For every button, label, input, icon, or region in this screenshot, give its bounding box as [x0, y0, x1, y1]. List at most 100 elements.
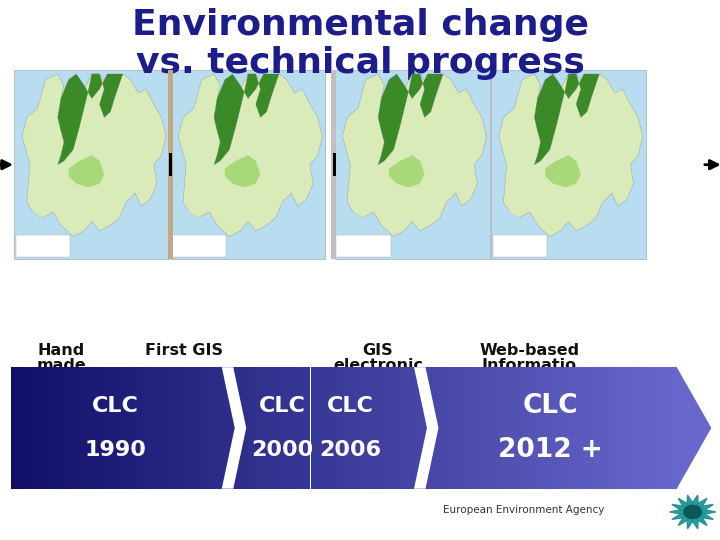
Text: 2012 +: 2012 +	[498, 437, 603, 463]
Bar	[537, 367, 540, 489]
Text: 1990: 1990	[84, 440, 146, 460]
Bar	[407, 367, 410, 489]
Bar	[387, 367, 390, 489]
Text: Web-based
Informatio
n systems: Web-based Informatio n systems	[479, 343, 580, 389]
Bar	[191, 367, 194, 489]
Polygon shape	[545, 156, 581, 187]
Bar	[517, 367, 521, 489]
Bar	[27, 367, 31, 489]
Bar	[244, 367, 247, 489]
Bar	[370, 367, 374, 489]
Polygon shape	[343, 74, 487, 237]
Bar	[640, 367, 644, 489]
Bar	[336, 234, 390, 258]
Polygon shape	[693, 495, 698, 512]
Bar	[491, 70, 646, 259]
Bar	[460, 367, 464, 489]
Polygon shape	[22, 74, 166, 237]
Polygon shape	[693, 512, 698, 529]
Polygon shape	[672, 512, 693, 519]
Bar	[630, 367, 634, 489]
Bar	[335, 70, 490, 259]
Bar	[660, 367, 663, 489]
Bar	[217, 367, 220, 489]
Bar	[374, 367, 377, 489]
Bar	[547, 367, 550, 489]
Text: Environmental change
vs. technical progress: Environmental change vs. technical progr…	[132, 8, 588, 80]
Polygon shape	[499, 74, 643, 237]
Bar	[290, 367, 294, 489]
Bar	[220, 367, 224, 489]
Bar	[60, 367, 64, 489]
Bar	[560, 367, 564, 489]
Bar	[240, 367, 244, 489]
Bar	[500, 367, 504, 489]
Bar	[580, 367, 583, 489]
Bar	[74, 367, 78, 489]
Bar	[16, 234, 70, 258]
Bar	[68, 367, 71, 489]
Bar	[364, 367, 367, 489]
Bar	[354, 367, 357, 489]
Bar	[14, 367, 17, 489]
Bar	[400, 367, 404, 489]
Bar	[474, 367, 477, 489]
Polygon shape	[693, 498, 707, 512]
Polygon shape	[179, 74, 323, 237]
Bar	[504, 367, 507, 489]
Bar	[284, 367, 287, 489]
Bar	[324, 367, 327, 489]
Bar	[320, 367, 324, 489]
Bar	[297, 367, 300, 489]
Bar	[617, 367, 620, 489]
Polygon shape	[222, 367, 246, 489]
Bar	[377, 367, 380, 489]
Bar	[423, 367, 427, 489]
Bar	[91, 367, 94, 489]
Bar	[490, 367, 494, 489]
Bar	[477, 367, 480, 489]
Polygon shape	[687, 512, 693, 529]
Bar	[597, 367, 600, 489]
Bar	[140, 367, 144, 489]
Bar	[307, 367, 310, 489]
Bar	[470, 367, 474, 489]
Bar	[184, 367, 187, 489]
Text: GIS
electronic
mapping: GIS electronic mapping	[333, 343, 423, 389]
Bar	[384, 367, 387, 489]
Bar	[557, 367, 560, 489]
Polygon shape	[693, 504, 714, 512]
Bar	[464, 367, 467, 489]
Bar	[410, 367, 414, 489]
Bar	[144, 367, 148, 489]
Bar	[361, 367, 364, 489]
Bar	[254, 367, 257, 489]
Polygon shape	[693, 512, 714, 519]
Bar	[171, 367, 174, 489]
Bar	[94, 367, 97, 489]
Bar	[107, 367, 111, 489]
Bar	[664, 367, 667, 489]
Polygon shape	[672, 504, 693, 512]
Bar	[181, 367, 184, 489]
Bar	[117, 367, 121, 489]
Bar	[210, 367, 214, 489]
Bar	[564, 367, 567, 489]
Bar	[513, 367, 517, 489]
Polygon shape	[214, 74, 279, 165]
Polygon shape	[414, 367, 438, 489]
Bar	[214, 367, 217, 489]
Bar	[287, 367, 290, 489]
Bar	[593, 367, 597, 489]
Bar	[281, 367, 284, 489]
Text: 2006: 2006	[320, 440, 382, 460]
Bar	[620, 367, 624, 489]
Bar	[97, 367, 101, 489]
Bar	[327, 367, 330, 489]
Bar	[11, 367, 14, 489]
Bar	[397, 367, 400, 489]
Bar	[673, 367, 677, 489]
Bar	[570, 367, 574, 489]
Bar	[447, 367, 451, 489]
Polygon shape	[693, 510, 716, 514]
